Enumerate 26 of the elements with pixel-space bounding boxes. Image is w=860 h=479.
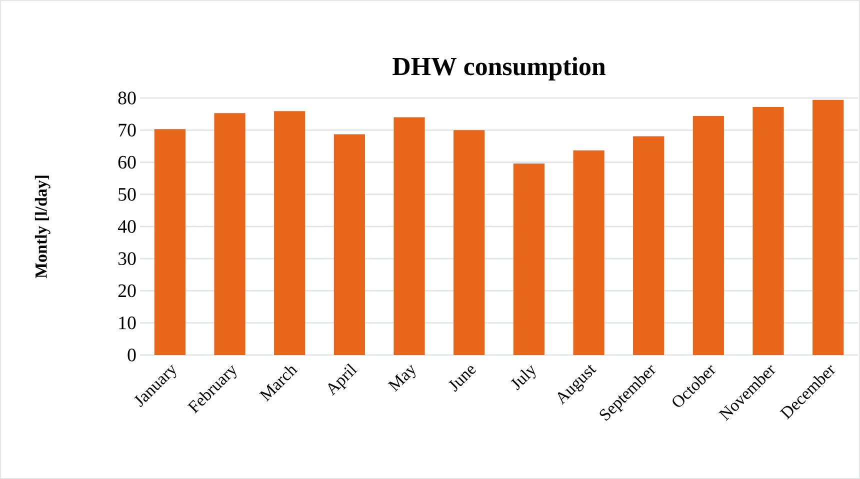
y-tick-label: 60: [118, 156, 136, 169]
bar: [334, 134, 365, 355]
y-tick-label: 0: [128, 348, 136, 362]
bar: [633, 136, 664, 355]
y-tick-label: 80: [118, 92, 136, 104]
bar: [513, 164, 544, 355]
bar: [394, 117, 425, 355]
y-tick-label: 10: [119, 316, 136, 330]
y-tick-label: 20: [118, 284, 136, 298]
x-tick-label: July: [510, 365, 536, 390]
bar: [454, 130, 485, 355]
bar: [154, 129, 186, 355]
bar: [214, 113, 246, 355]
chart-title: DHW consumption: [392, 57, 606, 80]
bar: [692, 116, 724, 355]
y-tick-label: 50: [118, 188, 136, 201]
x-tick-label: May: [388, 364, 416, 392]
bar: [752, 106, 784, 355]
bar: [274, 111, 306, 355]
y-tick-label: 40: [118, 220, 136, 233]
y-tick-label: 70: [118, 124, 136, 137]
bar: [573, 150, 604, 355]
y-tick-label: 30: [118, 252, 136, 265]
bar: [812, 100, 844, 355]
y-axis-title: Montly [l/day]: [34, 176, 50, 278]
x-tick-label: June: [448, 366, 476, 392]
